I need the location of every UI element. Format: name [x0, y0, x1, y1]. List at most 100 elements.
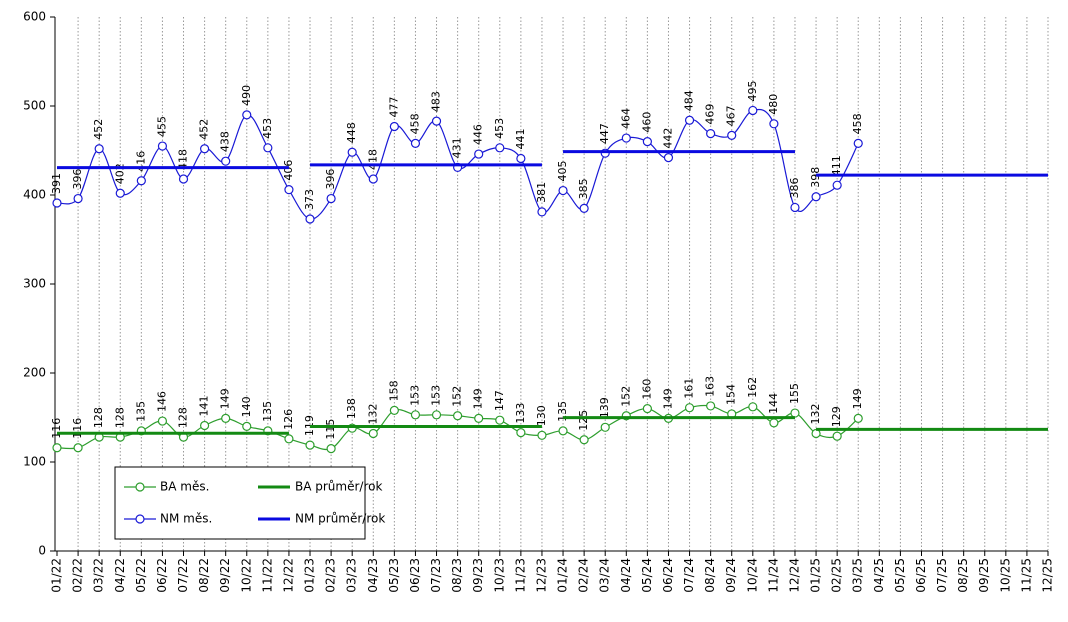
x-tick-label: 04/24	[619, 558, 633, 593]
data-label: 418	[177, 149, 190, 170]
data-label: 146	[155, 391, 168, 412]
legend: BA měs. BA průměr/rok NM měs. NM průměr/…	[114, 466, 385, 540]
point	[474, 413, 484, 423]
data-label: 467	[725, 105, 738, 126]
x-tick-label: 05/22	[134, 558, 148, 593]
point	[326, 444, 336, 454]
point	[263, 143, 273, 153]
point	[727, 130, 737, 140]
point	[178, 174, 189, 184]
x-tick-label: 01/24	[556, 558, 570, 593]
point	[537, 430, 547, 440]
x-tick-label: 11/23	[513, 558, 527, 593]
data-label: 132	[809, 404, 822, 425]
point	[94, 144, 104, 154]
point	[558, 185, 568, 196]
x-tick-label: 07/22	[176, 558, 190, 593]
data-label: 141	[198, 396, 211, 417]
data-label: 477	[387, 96, 400, 117]
legend-box	[114, 466, 366, 540]
x-tick-label: 05/25	[893, 558, 907, 593]
x-tick-label: 05/23	[387, 558, 401, 593]
data-label: 373	[303, 189, 316, 210]
data-label: 158	[387, 380, 400, 401]
data-label: 446	[472, 124, 485, 145]
point	[684, 115, 695, 125]
point	[242, 110, 252, 120]
data-label: 153	[408, 385, 421, 406]
data-label: 448	[345, 122, 358, 143]
x-tick-label: 01/25	[809, 558, 823, 593]
point	[832, 431, 842, 441]
point	[706, 128, 716, 139]
data-label: 464	[619, 108, 632, 129]
x-tick-label: 06/23	[408, 558, 422, 593]
data-label: 149	[219, 388, 232, 409]
point	[157, 416, 168, 426]
data-label: 458	[408, 113, 421, 134]
point	[52, 443, 62, 453]
x-tick-label: 03/25	[851, 558, 865, 593]
data-label: 155	[788, 383, 801, 404]
point	[73, 193, 83, 204]
point	[811, 192, 821, 202]
data-label: 385	[577, 178, 590, 199]
data-label: 495	[746, 80, 759, 101]
data-label: 149	[661, 388, 674, 409]
x-tick-label: 08/24	[703, 558, 717, 593]
data-label: 460	[640, 112, 653, 133]
point	[495, 415, 505, 425]
point	[642, 404, 652, 414]
x-tick-label: 10/25	[998, 558, 1012, 593]
point	[199, 144, 210, 154]
data-label: 411	[830, 155, 843, 176]
x-tick-label: 11/25	[1019, 558, 1033, 593]
x-tick-label: 04/25	[872, 558, 886, 593]
y-tick-label: 100	[23, 455, 46, 469]
data-label: 130	[535, 405, 548, 426]
x-tick-label: 12/22	[281, 558, 295, 593]
point	[621, 133, 631, 143]
data-label: 149	[851, 388, 864, 409]
point	[73, 443, 83, 453]
data-label: 163	[704, 376, 717, 397]
data-label: 128	[113, 407, 126, 428]
data-label: 138	[345, 398, 358, 419]
data-label: 453	[261, 118, 274, 139]
x-tick-label: 03/23	[345, 558, 359, 593]
x-tick-label: 06/25	[914, 558, 928, 593]
data-label: 115	[324, 419, 337, 440]
data-label: 140	[240, 396, 253, 417]
x-tick-label: 09/23	[471, 558, 485, 593]
data-label: 116	[50, 418, 63, 439]
point	[368, 428, 378, 439]
data-label: 442	[661, 128, 674, 149]
data-label: 149	[472, 388, 485, 409]
x-tick-label: 10/23	[492, 558, 506, 593]
point	[537, 207, 547, 217]
data-label: 129	[830, 406, 843, 427]
data-label: 453	[493, 118, 506, 139]
data-label: 396	[71, 169, 84, 190]
point	[790, 408, 800, 418]
data-label: 147	[493, 390, 506, 411]
x-tick-label: 11/22	[260, 558, 274, 593]
legend-label: NM průměr/rok	[295, 512, 385, 526]
x-tick-label: 06/24	[661, 558, 675, 593]
x-tick-label: 12/23	[534, 558, 548, 593]
point	[326, 193, 336, 204]
data-label: 161	[683, 378, 696, 399]
data-label: 484	[683, 90, 696, 111]
legend-marker	[135, 514, 145, 524]
data-label: 133	[514, 403, 527, 424]
point	[389, 405, 399, 415]
data-label: 152	[619, 386, 632, 407]
point	[474, 149, 484, 159]
x-tick-label: 07/24	[682, 558, 696, 593]
point	[748, 402, 758, 412]
point	[410, 138, 421, 148]
x-tick-label: 06/22	[155, 558, 169, 593]
point	[853, 413, 863, 423]
y-tick-label: 600	[23, 10, 46, 24]
point	[347, 147, 357, 157]
